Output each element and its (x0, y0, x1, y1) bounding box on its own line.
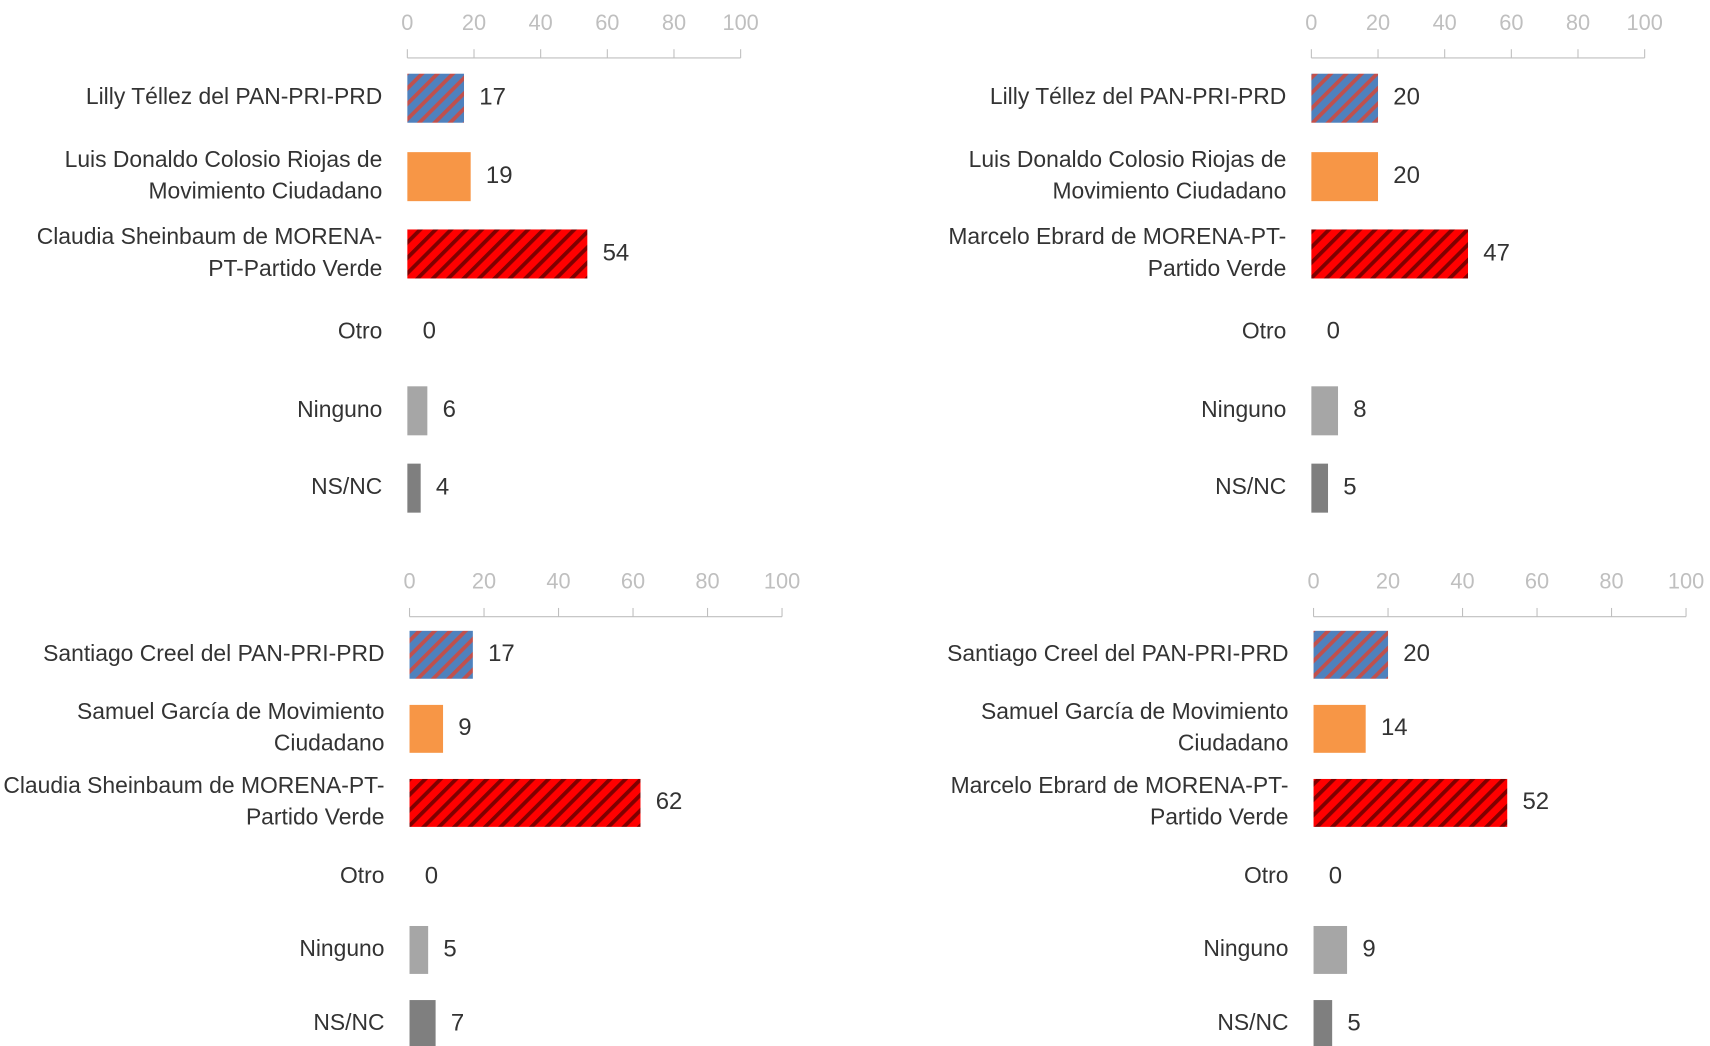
bar (1313, 925, 1348, 974)
category-label: Otro (340, 862, 384, 888)
value-label: 20 (1393, 84, 1420, 111)
bar (1311, 73, 1379, 123)
bar (409, 778, 641, 827)
category-label: Ninguno (299, 935, 384, 961)
x-tick-label: 20 (1376, 569, 1400, 594)
x-tick-label: 0 (1307, 569, 1319, 594)
bar (407, 229, 588, 279)
x-tick-label: 100 (764, 569, 800, 594)
bar (1313, 630, 1389, 679)
value-label: 20 (1393, 162, 1420, 189)
x-tick-label: 40 (1450, 569, 1474, 594)
category-label: Lilly Téllez del PAN-PRI-PRD (86, 83, 382, 109)
category-label: Otro (338, 317, 382, 343)
value-label: 20 (1403, 640, 1430, 667)
x-tick-label: 80 (662, 10, 686, 35)
x-tick-label: 60 (621, 569, 645, 594)
bar (1313, 778, 1508, 827)
value-label: 47 (1483, 239, 1510, 266)
category-label: NS/NC (1217, 1009, 1288, 1035)
category-label: NS/NC (313, 1009, 384, 1035)
bar (1311, 386, 1339, 436)
value-label: 0 (1327, 318, 1340, 345)
x-tick-label: 80 (1599, 569, 1623, 594)
bar (1313, 704, 1366, 753)
category-label: Marcelo Ebrard de MORENA-PT-Partido Verd… (951, 772, 1289, 830)
x-tick-label: 100 (722, 10, 758, 35)
x-tick-label: 40 (529, 10, 553, 35)
category-label: Santiago Creel del PAN-PRI-PRD (43, 640, 384, 666)
category-label: Claudia Sheinbaum de MORENA-PT-Partido V… (3, 772, 384, 830)
value-label: 0 (425, 862, 438, 889)
category-label: Santiago Creel del PAN-PRI-PRD (947, 640, 1288, 666)
x-tick-label: 80 (1566, 10, 1590, 35)
category-label: NS/NC (311, 473, 382, 499)
bar (409, 1000, 436, 1046)
x-tick-label: 40 (546, 569, 570, 594)
bar (1311, 152, 1379, 202)
x-tick-label: 60 (1499, 10, 1523, 35)
value-label: 5 (1343, 473, 1356, 500)
bar (407, 152, 471, 202)
value-label: 0 (423, 318, 436, 345)
value-label: 0 (1329, 862, 1342, 889)
category-label: Otro (1244, 862, 1288, 888)
x-tick-label: 100 (1626, 10, 1662, 35)
bar (1311, 229, 1469, 279)
x-tick-label: 40 (1433, 10, 1457, 35)
bar (1313, 1000, 1333, 1046)
category-label: Ninguno (297, 396, 382, 422)
value-label: 4 (436, 473, 449, 500)
value-label: 5 (443, 935, 456, 962)
value-label: 17 (479, 84, 506, 111)
value-label: 52 (1522, 788, 1549, 815)
bar (1311, 463, 1329, 513)
value-label: 5 (1347, 1009, 1360, 1036)
bar (409, 925, 429, 974)
bar (409, 704, 444, 753)
value-label: 19 (486, 162, 513, 189)
value-label: 6 (443, 396, 456, 423)
category-label: Luis Donaldo Colosio Riojas de Movimiento… (969, 146, 1287, 204)
category-label: Marcelo Ebrard de MORENA-PT-Partido Verd… (948, 223, 1286, 281)
category-label: Samuel García de Movimiento Ciudadano (77, 698, 384, 756)
value-label: 9 (458, 714, 471, 741)
value-label: 54 (603, 239, 630, 266)
x-tick-label: 20 (462, 10, 486, 35)
x-tick-label: 100 (1668, 569, 1704, 594)
category-label: Lilly Téllez del PAN-PRI-PRD (990, 83, 1286, 109)
x-tick-label: 60 (595, 10, 619, 35)
x-tick-label: 60 (1525, 569, 1549, 594)
category-label: Samuel García de Movimiento Ciudadano (981, 698, 1288, 756)
bar (407, 386, 428, 436)
bar (407, 463, 421, 513)
x-tick-label: 20 (472, 569, 496, 594)
bar (407, 73, 465, 123)
category-label: Ninguno (1203, 935, 1288, 961)
value-label: 17 (488, 640, 515, 667)
x-tick-label: 20 (1366, 10, 1390, 35)
x-tick-label: 0 (401, 10, 413, 35)
category-label: Luis Donaldo Colosio Riojas de Movimiento… (65, 146, 383, 204)
value-label: 62 (656, 788, 683, 815)
value-label: 7 (451, 1009, 464, 1036)
x-tick-label: 0 (403, 569, 415, 594)
x-tick-label: 80 (695, 569, 719, 594)
category-label: Otro (1242, 317, 1286, 343)
value-label: 14 (1381, 714, 1408, 741)
category-label: Claudia Sheinbaum de MORENA-PT-Partido V… (37, 223, 383, 281)
x-tick-label: 0 (1305, 10, 1317, 35)
category-label: Ninguno (1201, 396, 1286, 422)
value-label: 8 (1353, 396, 1366, 423)
bar (409, 630, 473, 679)
value-label: 9 (1362, 935, 1375, 962)
category-label: NS/NC (1215, 473, 1286, 499)
